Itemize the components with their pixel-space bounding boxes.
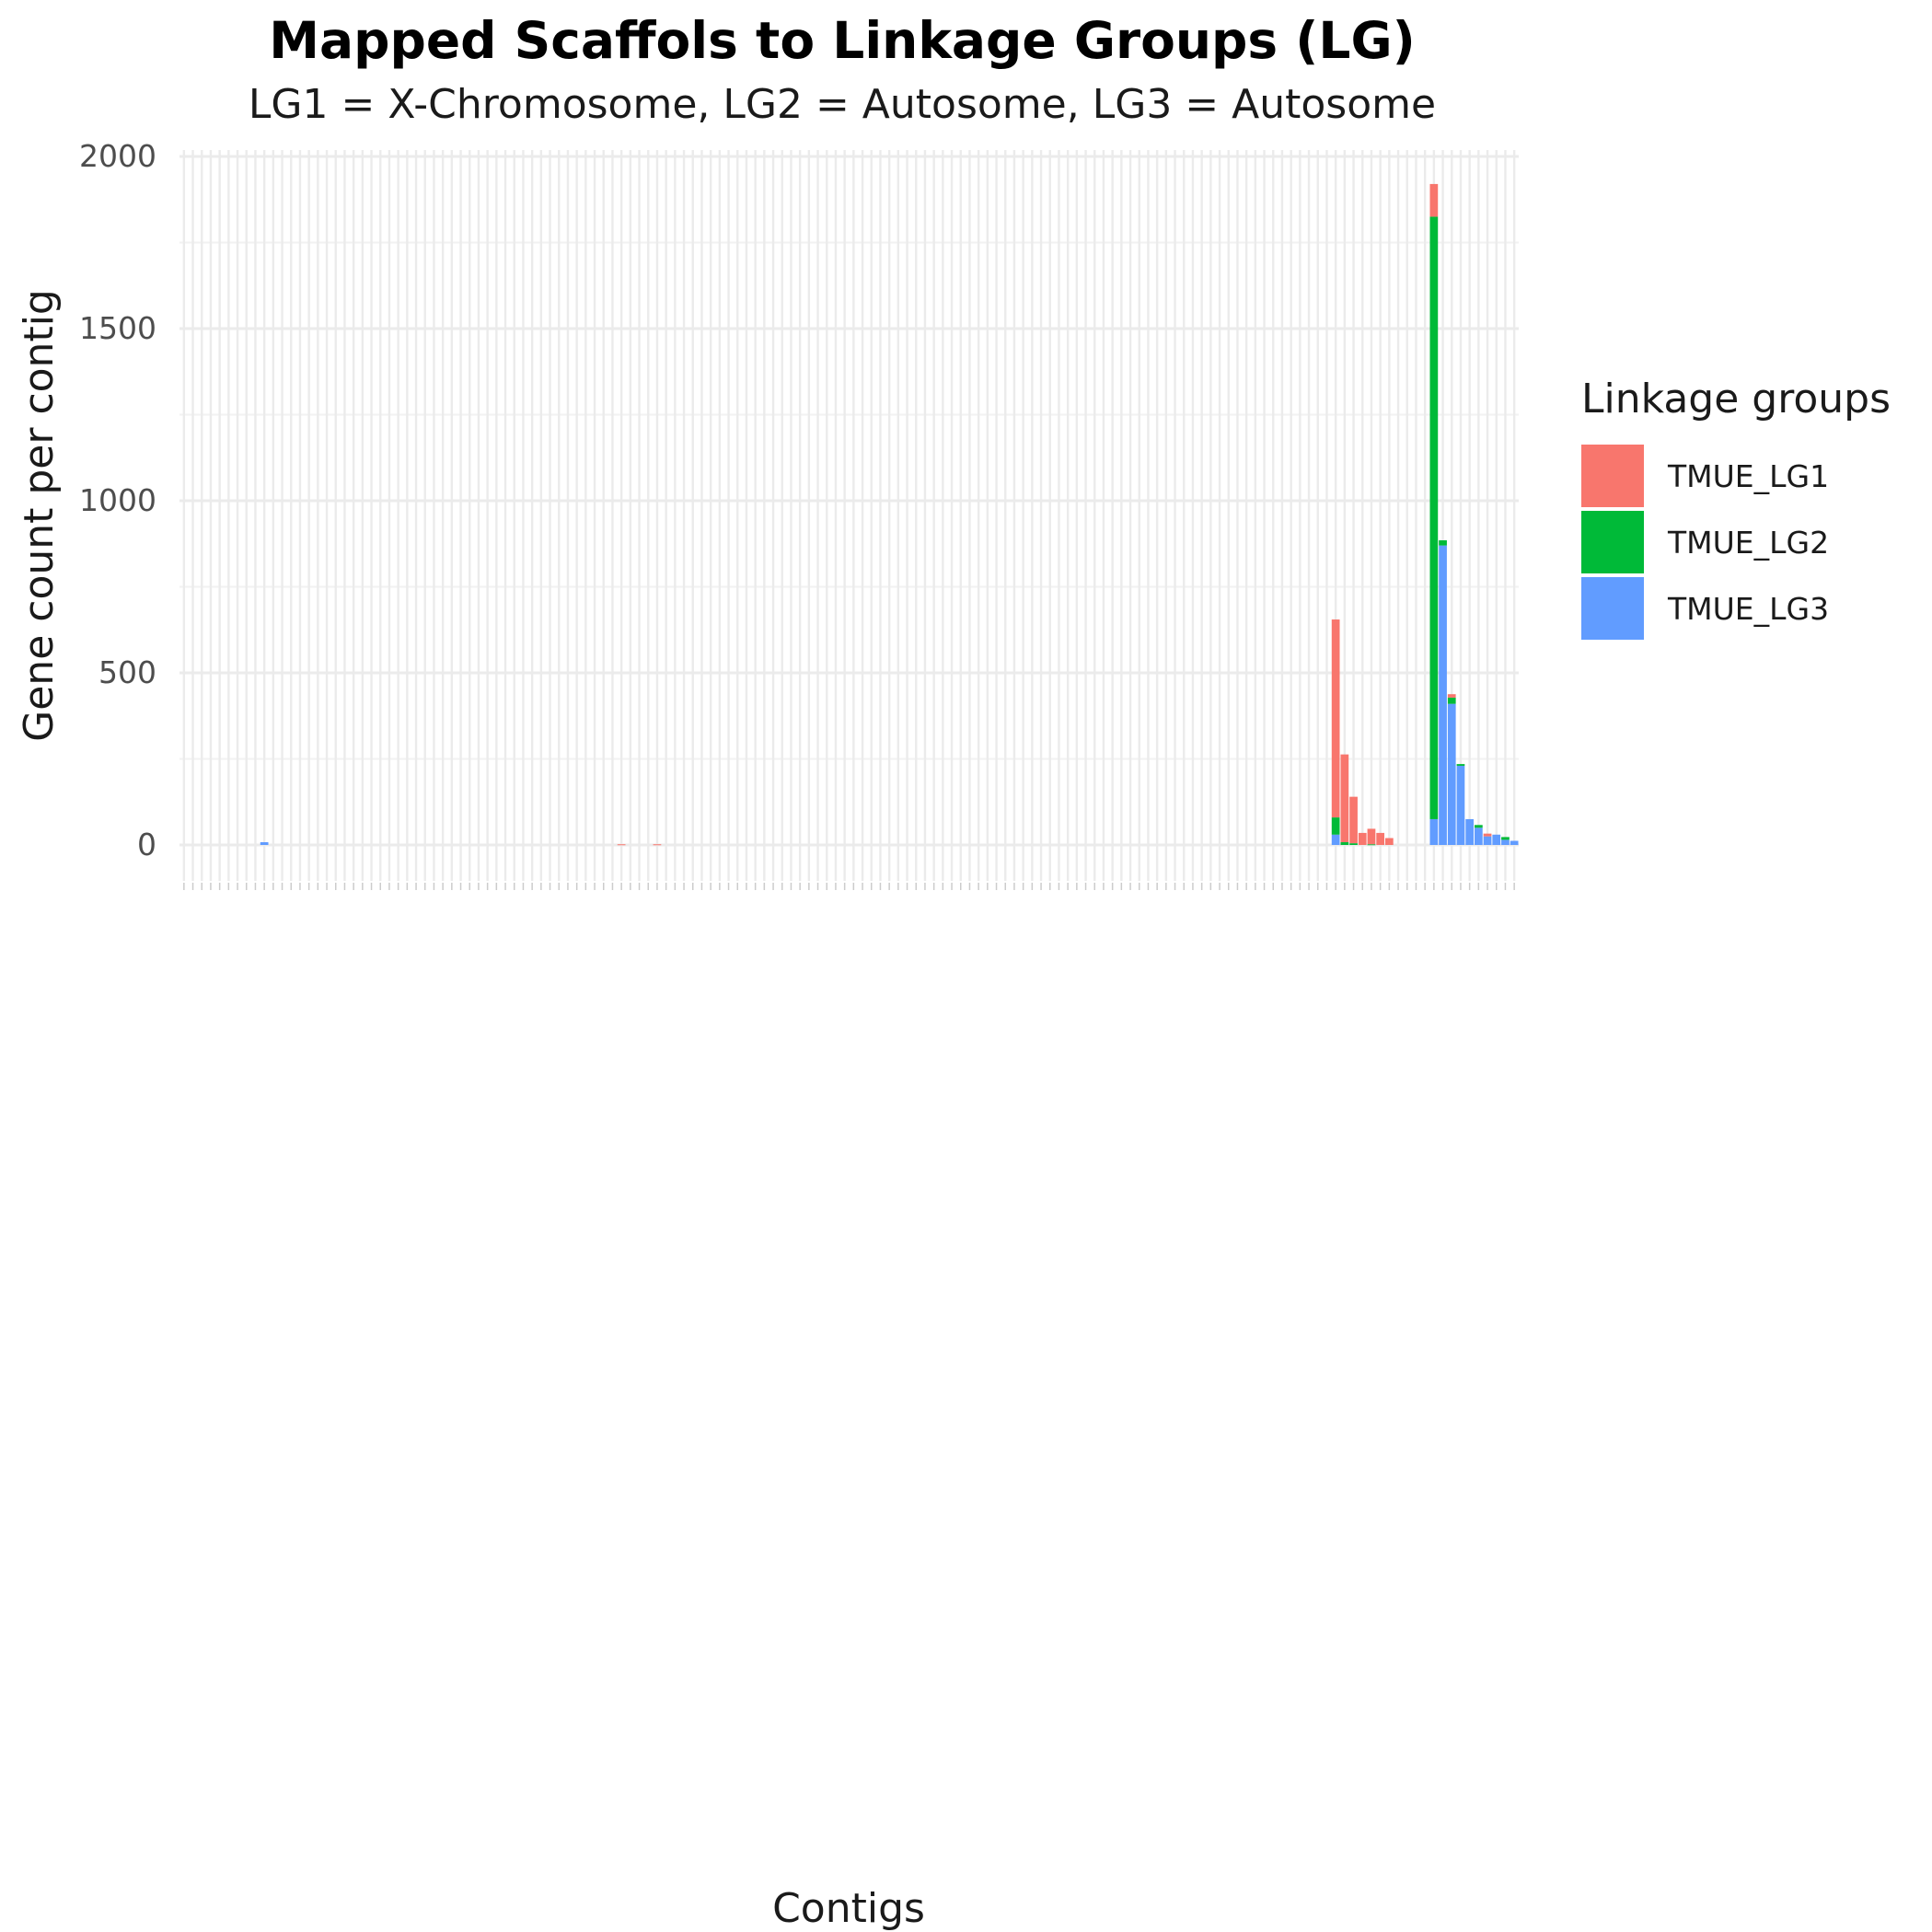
- legend-item-lg3: TMUE_LG3: [1581, 575, 1891, 642]
- bar-tmue-lg3: [1456, 765, 1465, 845]
- bar-tmue-lg3: [1483, 836, 1492, 845]
- bar-tmue-lg2: [1456, 764, 1465, 766]
- legend-item-lg1: TMUE_LG1: [1581, 443, 1891, 509]
- legend-label-lg3: TMUE_LG3: [1668, 590, 1830, 627]
- bar-tmue-lg3: [1465, 818, 1475, 845]
- legend-item-lg2: TMUE_LG2: [1581, 509, 1891, 575]
- legend-swatch-lg3: [1581, 577, 1644, 640]
- legend-label-lg1: TMUE_LG1: [1668, 457, 1830, 494]
- bar-tmue-lg1: [1340, 754, 1349, 843]
- bar-tmue-lg1: [1376, 832, 1385, 845]
- bar-tmue-lg2: [1439, 540, 1447, 546]
- grid-lines: [179, 150, 1519, 881]
- bar-stacks: [260, 183, 1519, 846]
- y-tick-label: 2000: [79, 138, 156, 174]
- y-tick-label: 500: [98, 654, 156, 690]
- bar-tmue-lg1: [1349, 796, 1358, 844]
- bar-tmue-lg1: [1483, 833, 1492, 837]
- legend-swatch-lg1: [1581, 445, 1644, 507]
- legend-swatch-lg2: [1581, 511, 1644, 573]
- bar-tmue-lg2: [1349, 843, 1358, 845]
- bar-tmue-lg1: [653, 844, 662, 846]
- legend-title: Linkage groups: [1581, 376, 1891, 422]
- bar-tmue-lg3: [1492, 834, 1501, 845]
- bar-tmue-lg3: [1439, 545, 1447, 845]
- bar-tmue-lg3: [1474, 827, 1483, 845]
- bar-tmue-lg2: [1474, 825, 1483, 828]
- bar-tmue-lg1: [1447, 694, 1456, 698]
- bar-tmue-lg3: [260, 842, 269, 845]
- bar-tmue-lg3: [1510, 840, 1519, 845]
- chart-title: Mapped Scaffols to Linkage Groups (LG): [269, 11, 1416, 70]
- bar-tmue-lg3: [1447, 703, 1456, 845]
- bar-tmue-lg1: [1358, 832, 1367, 845]
- y-axis-title: Gene count per contig: [16, 289, 63, 742]
- bar-tmue-lg1: [1367, 828, 1376, 845]
- bar-tmue-lg2: [1340, 842, 1349, 845]
- bar-tmue-lg1: [617, 844, 626, 846]
- y-axis-ticks: 0 500 1000 1500 2000: [79, 138, 156, 862]
- bar-tmue-lg3: [1501, 839, 1510, 845]
- chart-subtitle: LG1 = X-Chromosome, LG2 = Autosome, LG3 …: [248, 81, 1437, 128]
- bar-tmue-lg2: [1331, 817, 1340, 835]
- y-tick-label: 1000: [79, 482, 156, 518]
- legend: Linkage groups TMUE_LG1 TMUE_LG2 TMUE_LG…: [1581, 376, 1891, 642]
- x-axis-title: Contigs: [772, 1885, 925, 1932]
- y-tick-label: 0: [137, 827, 156, 862]
- bar-tmue-lg2: [1501, 837, 1510, 840]
- x-axis-ticks: [183, 883, 1515, 890]
- bar-tmue-lg1: [1384, 838, 1394, 845]
- bar-tmue-lg2: [1367, 844, 1376, 846]
- bar-tmue-lg3: [1331, 834, 1340, 845]
- bar-tmue-lg3: [1429, 818, 1439, 845]
- bar-tmue-lg1: [1429, 183, 1439, 217]
- bar-tmue-lg2: [1447, 697, 1456, 704]
- y-tick-label: 1500: [79, 310, 156, 346]
- bar-tmue-lg2: [1429, 216, 1439, 819]
- legend-label-lg2: TMUE_LG2: [1668, 524, 1830, 561]
- bar-tmue-lg1: [1331, 619, 1340, 818]
